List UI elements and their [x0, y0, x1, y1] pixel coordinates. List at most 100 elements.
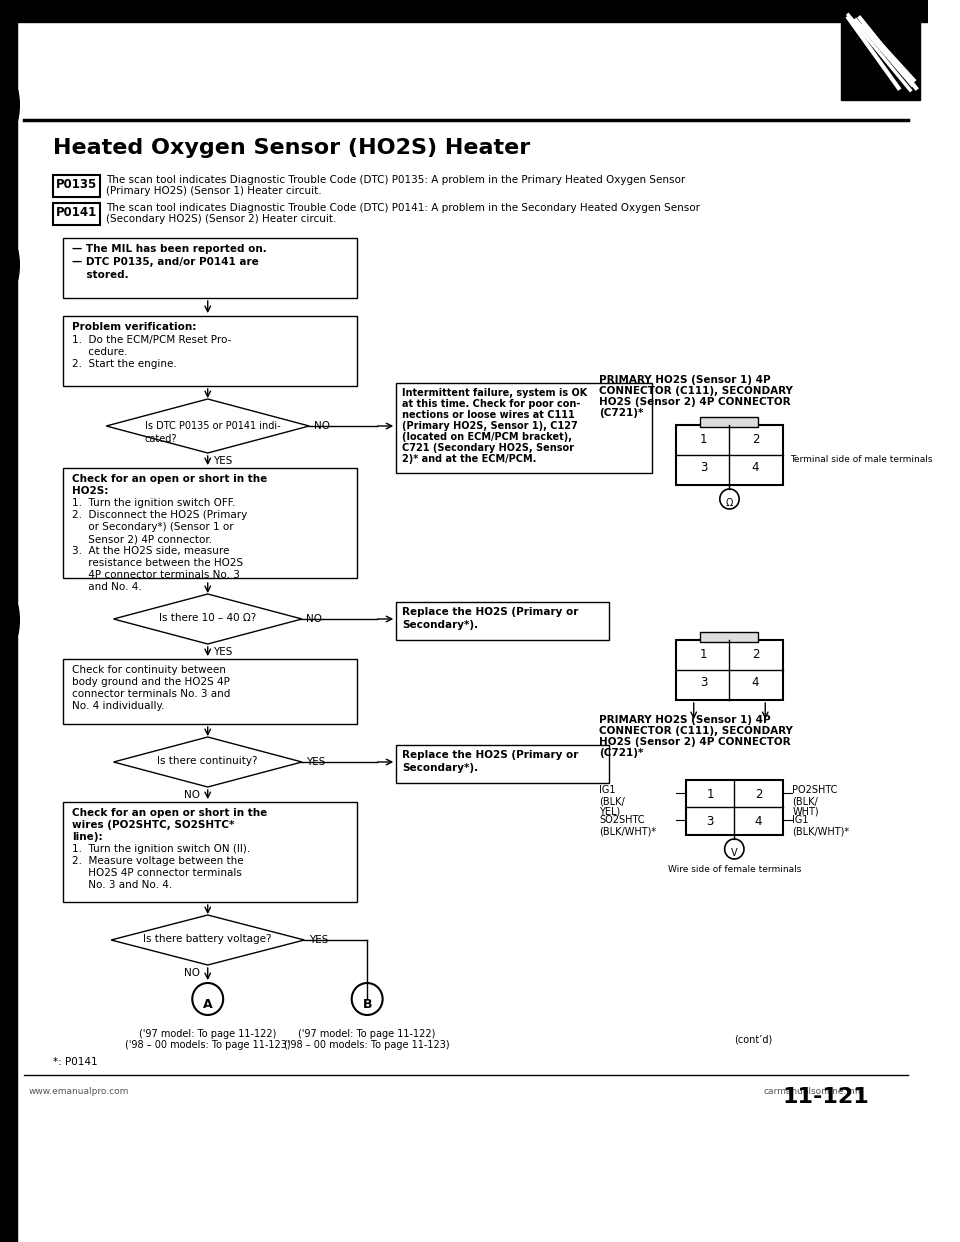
Bar — [0, 0, 17, 1242]
Text: NO: NO — [183, 790, 200, 800]
Text: 1: 1 — [700, 648, 708, 661]
Text: P0135: P0135 — [56, 178, 97, 191]
Text: 3: 3 — [707, 815, 714, 828]
Text: Is there 10 – 40 Ω?: Is there 10 – 40 Ω? — [159, 614, 256, 623]
Text: (Primary HO2S) (Sensor 1) Heater circuit.: (Primary HO2S) (Sensor 1) Heater circuit… — [107, 186, 322, 196]
Text: Check for continuity between: Check for continuity between — [72, 664, 227, 674]
Text: Is DTC P0135 or P0141 indi-: Is DTC P0135 or P0141 indi- — [145, 421, 280, 431]
Text: Intermittent failure, system is OK: Intermittent failure, system is OK — [402, 388, 588, 397]
Text: SO2SHTC: SO2SHTC — [599, 815, 644, 825]
Text: (BLK/WHT)*: (BLK/WHT)* — [599, 827, 657, 837]
Text: ('98 – 00 models: To page 11-123): ('98 – 00 models: To page 11-123) — [284, 1040, 450, 1049]
Text: CONNECTOR (C111), SECONDARY: CONNECTOR (C111), SECONDARY — [599, 727, 793, 737]
Text: C721 (Secondary HO2S, Sensor: C721 (Secondary HO2S, Sensor — [402, 443, 574, 453]
Text: 2: 2 — [752, 648, 759, 661]
Text: 4: 4 — [752, 676, 759, 689]
Text: IG1: IG1 — [599, 785, 615, 795]
FancyBboxPatch shape — [62, 802, 357, 902]
Text: 11-121: 11-121 — [782, 1087, 870, 1107]
Text: (located on ECM/PCM bracket),: (located on ECM/PCM bracket), — [402, 432, 572, 442]
Text: B: B — [363, 999, 372, 1011]
FancyBboxPatch shape — [53, 175, 100, 197]
Text: connector terminals No. 3 and: connector terminals No. 3 and — [72, 689, 230, 699]
Text: PRIMARY HO2S (Sensor 1) 4P: PRIMARY HO2S (Sensor 1) 4P — [599, 715, 771, 725]
FancyBboxPatch shape — [677, 425, 782, 484]
Text: PRIMARY HO2S (Sensor 1) 4P: PRIMARY HO2S (Sensor 1) 4P — [599, 375, 771, 385]
Ellipse shape — [0, 77, 19, 133]
Text: P0141: P0141 — [56, 206, 97, 219]
Text: A: A — [203, 999, 212, 1011]
Polygon shape — [107, 399, 309, 453]
Text: line):: line): — [72, 832, 103, 842]
FancyBboxPatch shape — [396, 602, 609, 640]
Text: (C721)*: (C721)* — [599, 409, 643, 419]
Text: 2: 2 — [752, 433, 759, 446]
Text: No. 4 individually.: No. 4 individually. — [72, 700, 165, 710]
Text: 4P connector terminals No. 3: 4P connector terminals No. 3 — [72, 570, 240, 580]
Text: IG1: IG1 — [792, 815, 808, 825]
Text: Is there continuity?: Is there continuity? — [157, 756, 258, 766]
Polygon shape — [113, 594, 302, 645]
Text: Heated Oxygen Sensor (HO2S) Heater: Heated Oxygen Sensor (HO2S) Heater — [53, 138, 530, 158]
Text: (BLK/: (BLK/ — [792, 796, 818, 806]
Text: YES: YES — [306, 758, 325, 768]
Text: Ω: Ω — [726, 498, 733, 508]
Text: carmanualsonline.info: carmanualsonline.info — [763, 1087, 864, 1095]
Text: 4: 4 — [755, 815, 762, 828]
Bar — [841, 10, 920, 101]
Text: YES: YES — [212, 456, 232, 466]
Text: Is there battery voltage?: Is there battery voltage? — [143, 934, 272, 944]
Text: ('97 model: To page 11-122): ('97 model: To page 11-122) — [299, 1030, 436, 1040]
Text: 2.  Start the engine.: 2. Start the engine. — [72, 359, 178, 369]
Bar — [0, 0, 927, 22]
FancyBboxPatch shape — [62, 238, 357, 298]
FancyBboxPatch shape — [677, 640, 782, 700]
Text: Replace the HO2S (Primary or: Replace the HO2S (Primary or — [402, 607, 578, 617]
FancyBboxPatch shape — [701, 417, 758, 427]
FancyBboxPatch shape — [53, 202, 100, 225]
Text: YEL): YEL) — [599, 807, 620, 817]
Text: at this time. Check for poor con-: at this time. Check for poor con- — [402, 399, 580, 409]
Text: and No. 4.: and No. 4. — [72, 582, 142, 592]
Text: — DTC P0135, and/or P0141 are: — DTC P0135, and/or P0141 are — [72, 257, 259, 267]
Text: NO: NO — [314, 421, 330, 431]
Text: 1.  Turn the ignition switch ON (II).: 1. Turn the ignition switch ON (II). — [72, 845, 251, 854]
Text: Replace the HO2S (Primary or: Replace the HO2S (Primary or — [402, 750, 578, 760]
FancyBboxPatch shape — [396, 745, 609, 782]
Text: (BLK/WHT)*: (BLK/WHT)* — [792, 827, 850, 837]
Text: No. 3 and No. 4.: No. 3 and No. 4. — [72, 881, 173, 891]
Text: (BLK/: (BLK/ — [599, 796, 625, 806]
Text: stored.: stored. — [72, 270, 129, 279]
Text: wires (PO2SHTC, SO2SHTC*: wires (PO2SHTC, SO2SHTC* — [72, 820, 235, 830]
Text: — The MIL has been reported on.: — The MIL has been reported on. — [72, 243, 267, 255]
Text: HO2S (Sensor 2) 4P CONNECTOR: HO2S (Sensor 2) 4P CONNECTOR — [599, 737, 791, 746]
Text: NO: NO — [306, 614, 323, 623]
Text: 3.  At the HO2S side, measure: 3. At the HO2S side, measure — [72, 546, 229, 556]
Polygon shape — [111, 915, 304, 965]
Text: HO2S (Sensor 2) 4P CONNECTOR: HO2S (Sensor 2) 4P CONNECTOR — [599, 397, 791, 407]
Text: cedure.: cedure. — [72, 347, 128, 356]
FancyBboxPatch shape — [686, 780, 782, 835]
Text: CONNECTOR (C111), SECONDARY: CONNECTOR (C111), SECONDARY — [599, 386, 793, 396]
Text: or Secondary*) (Sensor 1 or: or Secondary*) (Sensor 1 or — [72, 522, 234, 532]
Polygon shape — [113, 737, 302, 787]
Text: HO2S:: HO2S: — [72, 486, 108, 496]
Text: Check for an open or short in the: Check for an open or short in the — [72, 809, 268, 818]
Text: cated?: cated? — [145, 433, 178, 443]
Text: Secondary*).: Secondary*). — [402, 763, 478, 773]
Ellipse shape — [0, 237, 19, 293]
Text: nections or loose wires at C111: nections or loose wires at C111 — [402, 410, 575, 420]
Text: ('97 model: To page 11-122): ('97 model: To page 11-122) — [139, 1030, 276, 1040]
Text: 1.  Do the ECM/PCM Reset Pro-: 1. Do the ECM/PCM Reset Pro- — [72, 335, 231, 345]
Text: (Secondary HO2S) (Sensor 2) Heater circuit.: (Secondary HO2S) (Sensor 2) Heater circu… — [107, 214, 337, 224]
Text: YES: YES — [212, 647, 232, 657]
Text: (C721)*: (C721)* — [599, 748, 643, 758]
Text: (cont’d): (cont’d) — [734, 1035, 773, 1045]
Text: Secondary*).: Secondary*). — [402, 620, 478, 630]
Text: 2: 2 — [755, 787, 762, 801]
Text: V: V — [731, 848, 737, 858]
Text: body ground and the HO2S 4P: body ground and the HO2S 4P — [72, 677, 230, 687]
FancyBboxPatch shape — [62, 660, 357, 724]
Text: WHT): WHT) — [792, 807, 819, 817]
Text: 2.  Measure voltage between the: 2. Measure voltage between the — [72, 856, 244, 866]
